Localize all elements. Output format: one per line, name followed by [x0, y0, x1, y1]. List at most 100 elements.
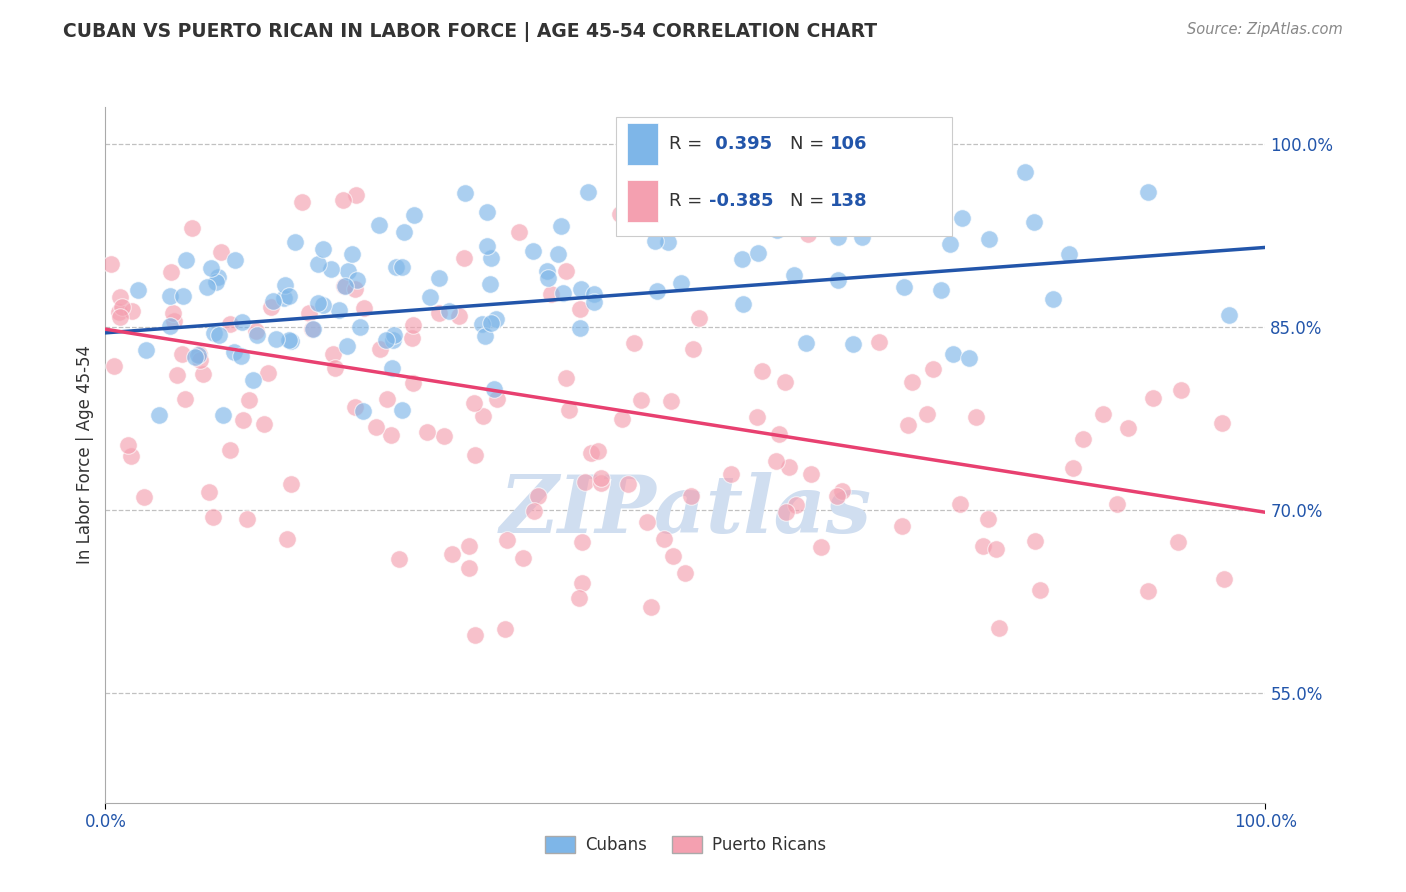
Point	[173, 392, 195, 406]
Point	[464, 448, 486, 462]
Point	[1071, 432, 1094, 446]
Point	[527, 489, 550, 503]
Point	[579, 446, 602, 460]
Point	[427, 270, 450, 285]
Point	[1014, 165, 1036, 179]
Legend: Cubans, Puerto Ricans: Cubans, Puerto Ricans	[538, 829, 832, 861]
Point	[1212, 573, 1234, 587]
Point	[472, 409, 495, 423]
Point	[977, 512, 1000, 526]
Point	[630, 392, 652, 407]
Point	[260, 300, 283, 314]
Point	[187, 348, 209, 362]
Point	[212, 408, 235, 422]
Point	[392, 226, 415, 240]
Point	[949, 497, 972, 511]
Point	[441, 547, 464, 561]
Point	[388, 551, 411, 566]
Point	[166, 368, 188, 383]
Point	[889, 202, 911, 216]
Text: 106: 106	[830, 135, 868, 153]
Point	[479, 316, 502, 330]
Point	[1107, 497, 1129, 511]
Point	[110, 310, 132, 324]
Point	[229, 349, 252, 363]
Point	[745, 410, 768, 425]
Point	[522, 244, 544, 259]
Point	[720, 467, 742, 482]
Point	[458, 561, 481, 575]
Text: N =: N =	[790, 135, 824, 153]
Point	[1142, 391, 1164, 405]
Point	[276, 532, 298, 546]
Point	[673, 566, 696, 581]
Point	[485, 392, 508, 407]
Point	[901, 375, 924, 389]
Point	[479, 277, 502, 292]
Text: R =: R =	[669, 135, 703, 153]
Point	[172, 289, 194, 303]
Point	[688, 311, 710, 326]
Point	[349, 320, 371, 334]
Point	[979, 232, 1001, 246]
Point	[453, 251, 475, 265]
Point	[274, 277, 297, 292]
Point	[474, 329, 496, 343]
Point	[827, 230, 849, 244]
Point	[775, 505, 797, 519]
Point	[768, 426, 790, 441]
Point	[1042, 292, 1064, 306]
Point	[1170, 383, 1192, 397]
Point	[893, 279, 915, 293]
Point	[191, 367, 214, 381]
Point	[1116, 420, 1139, 434]
Point	[382, 328, 405, 343]
Point	[307, 257, 329, 271]
Point	[121, 303, 143, 318]
Point	[380, 428, 402, 442]
Point	[111, 300, 134, 314]
Text: 138: 138	[830, 192, 868, 210]
Point	[657, 235, 679, 249]
Point	[159, 288, 181, 302]
Point	[841, 337, 863, 351]
Point	[568, 591, 591, 605]
Point	[1137, 186, 1160, 200]
Point	[942, 347, 965, 361]
Point	[322, 347, 344, 361]
Point	[100, 257, 122, 271]
Point	[163, 314, 186, 328]
Point	[481, 251, 503, 265]
Point	[302, 322, 325, 336]
Point	[523, 504, 546, 518]
Point	[644, 235, 666, 249]
Point	[800, 467, 823, 482]
Point	[731, 252, 754, 267]
Point	[508, 225, 530, 239]
Point	[950, 211, 973, 226]
Point	[785, 498, 807, 512]
Point	[957, 351, 980, 365]
Point	[375, 392, 398, 407]
Point	[1022, 215, 1045, 229]
Point	[402, 208, 425, 222]
Point	[323, 360, 346, 375]
Point	[550, 219, 572, 233]
Point	[402, 376, 425, 391]
Point	[454, 186, 477, 201]
Point	[540, 286, 562, 301]
Point	[336, 339, 359, 353]
Point	[368, 218, 391, 232]
Point	[202, 510, 225, 524]
Point	[307, 295, 329, 310]
Point	[103, 359, 125, 373]
Point	[224, 345, 246, 359]
Point	[1062, 461, 1084, 475]
Point	[766, 222, 789, 236]
Point	[583, 294, 606, 309]
Point	[1137, 584, 1160, 599]
Point	[273, 292, 295, 306]
Point	[471, 318, 494, 332]
Point	[1167, 535, 1189, 549]
Point	[617, 477, 640, 491]
